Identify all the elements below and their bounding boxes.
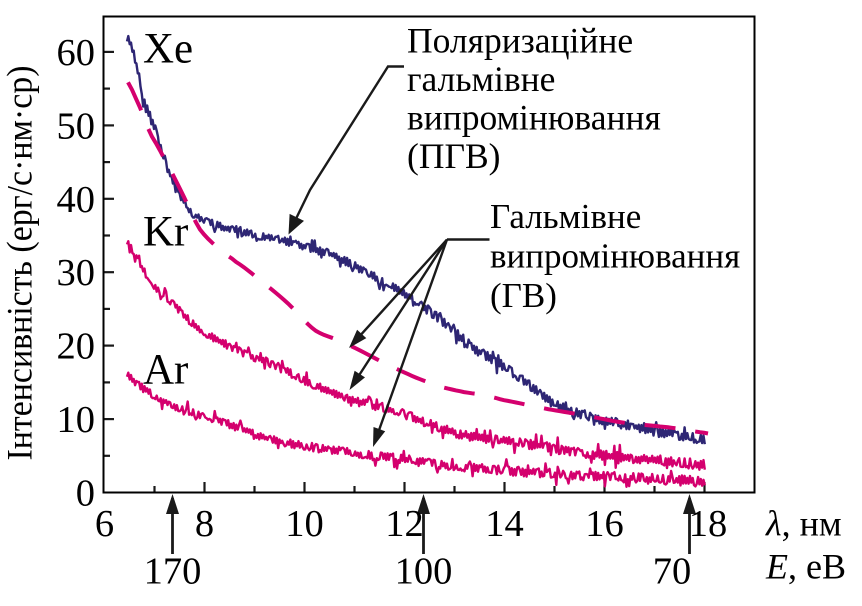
svg-text:18: 18 [689,503,728,545]
svg-text:Ar: Ar [143,347,188,394]
svg-text:Поляризаційне: Поляризаційне [407,21,633,61]
svg-text:20: 20 [57,326,96,368]
svg-text:50: 50 [57,105,96,147]
svg-text:λ, нм: λ, нм [765,504,842,544]
svg-text:(ГВ): (ГВ) [490,276,557,315]
svg-text:12: 12 [385,503,424,545]
svg-text:Інтенсивність (ерг/с·нм·ср): Інтенсивність (ерг/с·нм·ср) [0,66,40,461]
svg-text:Гальмівне: Гальмівне [490,197,641,236]
svg-text:0: 0 [76,473,95,515]
svg-text:14: 14 [485,503,524,545]
svg-text:170: 170 [144,551,202,593]
svg-text:8: 8 [195,503,214,545]
svg-text:100: 100 [395,551,453,593]
svg-text:10: 10 [57,399,96,441]
svg-text:(ПГВ): (ПГВ) [407,136,500,176]
svg-text:60: 60 [57,32,96,74]
svg-text:40: 40 [57,179,96,221]
svg-text:10: 10 [285,503,324,545]
svg-text:16: 16 [585,503,624,545]
svg-text:6: 6 [95,503,114,545]
svg-text:Xe: Xe [143,26,193,73]
svg-text:випромінювання: випромінювання [407,98,661,138]
svg-text:випромінювання: випромінювання [490,237,740,276]
svg-text:30: 30 [57,252,96,294]
svg-text:гальмівне: гальмівне [407,59,555,99]
svg-text:E, еВ: E, еВ [765,547,846,587]
svg-text:70: 70 [653,551,692,593]
svg-text:Kr: Kr [143,209,188,256]
